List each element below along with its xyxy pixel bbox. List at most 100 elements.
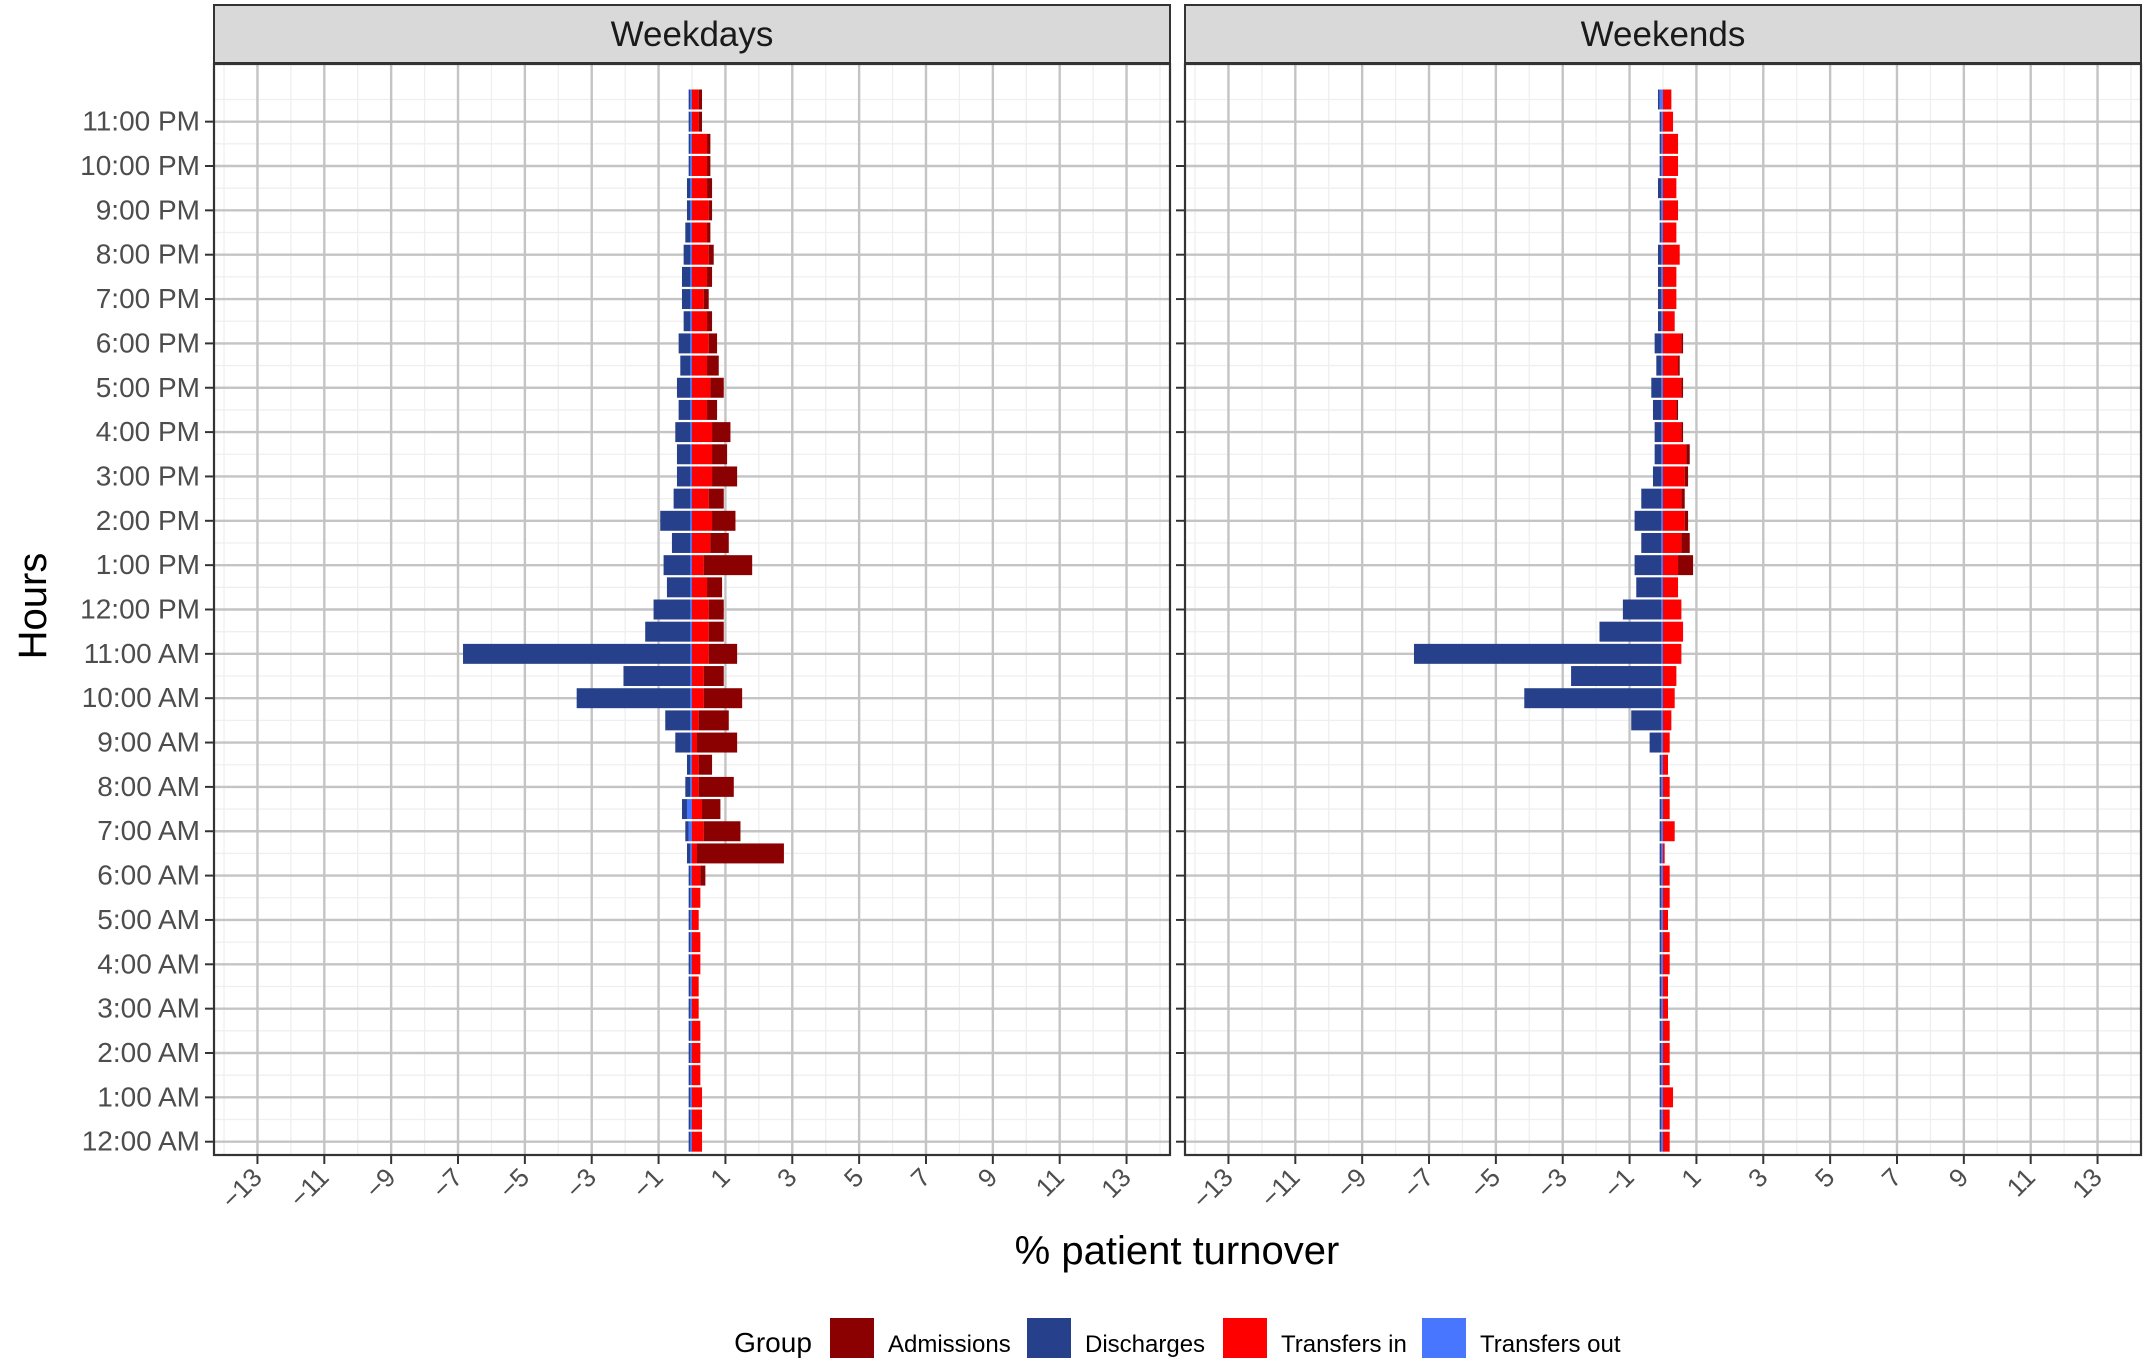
bar-transfers-out [690,266,692,287]
bar-discharges [1524,688,1662,709]
bar-admissions [702,799,721,820]
bar-transfers-in [692,200,709,221]
bar-admissions [707,399,718,420]
bar-transfers-in [692,1109,703,1130]
bar-transfers-out [1661,178,1663,199]
bar-discharges [688,1087,691,1108]
bar-admissions [698,754,713,775]
bar-transfers-in [692,532,711,553]
bar-transfers-out [1661,776,1663,797]
bar-transfers-out [690,998,692,1019]
bar-transfers-out [690,222,692,243]
y-tick-label: 4:00 PM [96,416,200,447]
bar-transfers-out [1661,643,1663,664]
bar-transfers-out [690,311,692,332]
bar-transfers-out [690,133,692,154]
bar-discharges [1631,710,1662,731]
bar-discharges [1641,488,1662,509]
bar-admissions [1681,377,1684,398]
bar-discharges [1413,643,1662,664]
bar-transfers-out [1661,599,1663,620]
y-axis-title: Hours [11,553,55,660]
bar-transfers-in [692,732,698,753]
y-tick-label: 1:00 AM [97,1081,200,1112]
bar-discharges [671,532,691,553]
bar-admissions [712,444,728,465]
bar-admissions [703,688,743,709]
y-tick-label: 12:00 PM [80,594,200,625]
bar-admissions [707,311,713,332]
bar-transfers-out [1661,133,1663,154]
bar-transfers-in [1663,178,1677,199]
bar-transfers-out [690,1109,692,1130]
bar-discharges [1622,599,1662,620]
bar-discharges [675,422,691,443]
bar-discharges [1659,1065,1662,1086]
bar-transfers-out [690,599,692,620]
bar-transfers-out [686,799,692,820]
bar-transfers-out [1661,222,1663,243]
bar-discharges [688,111,691,132]
bar-transfers-out [1661,555,1663,576]
bar-transfers-in [692,1043,701,1063]
y-tick-label: 1:00 PM [96,549,200,580]
bar-discharges [1657,289,1662,310]
legend-label: Admissions [888,1331,1011,1358]
legend-swatch [1422,1318,1466,1358]
bar-discharges [463,643,691,664]
bar-transfers-in [692,976,699,997]
bar-admissions [708,200,713,221]
bar-transfers-in [1663,865,1670,886]
bar-transfers-in [692,244,709,265]
bar-discharges [688,1131,691,1152]
bar-discharges [1659,843,1662,864]
bar-transfers-in [692,1131,703,1152]
bar-admissions [708,599,724,620]
bar-discharges [681,289,691,310]
bar-discharges [680,355,691,376]
bar-discharges [1652,466,1662,487]
bar-admissions [708,643,738,664]
bar-transfers-in [692,643,709,664]
bar-transfers-out [1661,156,1663,176]
bar-admissions [703,289,709,310]
legend-swatch [1027,1318,1071,1358]
bar-transfers-in [1663,399,1677,420]
bar-transfers-out [690,976,692,997]
y-tick-label: 5:00 PM [96,372,200,403]
bar-transfers-in [692,776,699,797]
bar-discharges [1659,1109,1662,1130]
bar-discharges [576,688,691,709]
bar-admissions [697,732,738,753]
bar-discharges [1656,355,1662,376]
bar-discharges [1649,732,1662,753]
bar-transfers-in [692,399,708,420]
bar-transfers-in [1663,666,1677,687]
bar-transfers-out [690,577,692,598]
bar-transfers-in [1663,843,1665,864]
bar-discharges [685,222,691,243]
bar-transfers-in [692,555,704,576]
bar-discharges [1651,377,1662,398]
x-axis-title: % patient turnover [1015,1229,1340,1273]
bar-discharges [666,577,691,598]
bar-transfers-in [692,599,709,620]
bar-transfers-out [1661,1043,1663,1063]
bar-transfers-in [1663,555,1679,576]
bar-transfers-out [690,289,692,310]
bar-discharges [688,887,691,908]
bar-discharges [688,89,691,110]
y-tick-label: 10:00 PM [80,150,200,181]
bar-transfers-in [1663,466,1685,487]
bar-transfers-in [692,1087,703,1108]
bar-transfers-out [1661,865,1663,886]
bar-transfers-in [692,932,701,953]
y-tick-label: 9:00 PM [96,194,200,225]
bar-transfers-in [1663,488,1682,509]
bar-discharges [1657,178,1662,199]
bar-transfers-out [690,422,692,443]
bar-transfers-out [690,333,692,354]
bar-transfers-in [692,621,709,642]
y-tick-label: 12:00 AM [82,1126,200,1157]
panel-title: Weekends [1581,15,1746,54]
